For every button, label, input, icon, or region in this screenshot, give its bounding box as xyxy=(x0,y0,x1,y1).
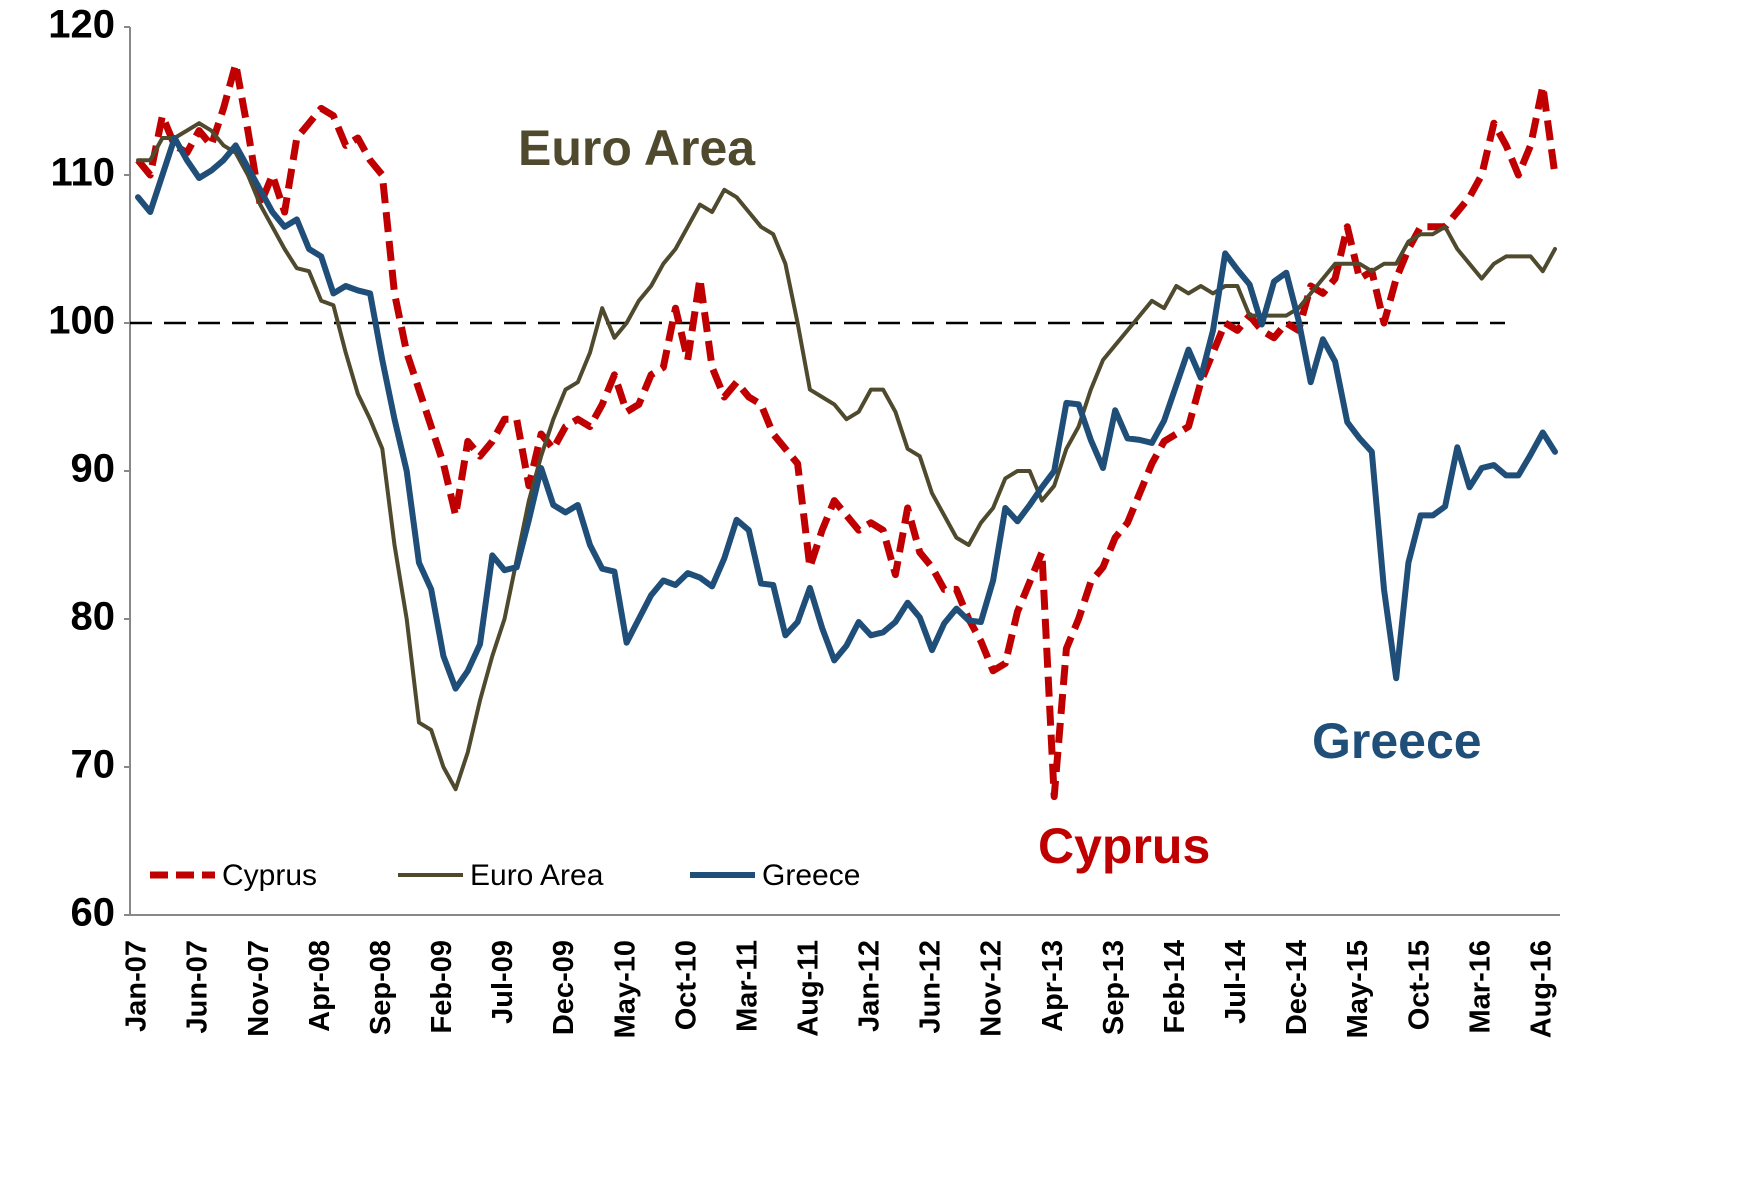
x-tick-label: Sep-13 xyxy=(1098,940,1130,1035)
x-tick-label: Jan-07 xyxy=(121,940,153,1032)
x-tick-label: Apr-13 xyxy=(1037,940,1069,1032)
x-tick-label: Dec-14 xyxy=(1281,940,1313,1035)
annotation: Euro Area xyxy=(518,120,756,176)
x-tick-label: Feb-09 xyxy=(426,940,458,1033)
y-tick-label: 90 xyxy=(71,447,116,491)
x-tick-label: Oct-10 xyxy=(670,940,702,1030)
y-tick-label: 120 xyxy=(48,3,115,47)
x-tick-label: Jul-09 xyxy=(487,940,519,1024)
y-tick-label: 60 xyxy=(71,891,116,935)
annotation: Cyprus xyxy=(1038,818,1210,874)
x-tick-label: Aug-16 xyxy=(1525,940,1557,1038)
y-tick-label: 80 xyxy=(71,595,116,639)
legend-label: Euro Area xyxy=(470,859,604,892)
y-tick-label: 100 xyxy=(48,299,115,343)
x-tick-label: May-15 xyxy=(1342,940,1374,1038)
x-tick-label: Apr-08 xyxy=(304,940,336,1032)
x-tick-label: Aug-11 xyxy=(793,940,825,1037)
x-tick-label: Jun-07 xyxy=(182,940,214,1033)
x-tick-label: Feb-14 xyxy=(1159,940,1191,1033)
y-tick-label: 110 xyxy=(50,151,115,195)
x-tick-label: Mar-16 xyxy=(1464,940,1496,1034)
x-tick-label: May-10 xyxy=(609,940,641,1038)
series-line xyxy=(135,135,1558,692)
x-tick-label: Jan-12 xyxy=(854,940,886,1032)
x-tick-label: Mar-11 xyxy=(731,940,763,1032)
series-line xyxy=(136,121,1557,792)
series-line xyxy=(135,60,1559,801)
legend-label: Cyprus xyxy=(222,859,317,892)
annotation: Greece xyxy=(1312,713,1482,769)
legend-label: Greece xyxy=(762,859,860,892)
y-tick-label: 70 xyxy=(71,743,116,787)
x-tick-label: Nov-12 xyxy=(976,940,1008,1037)
x-tick-label: Dec-09 xyxy=(548,940,580,1035)
x-tick-label: Sep-08 xyxy=(365,940,397,1035)
x-tick-label: Oct-15 xyxy=(1403,940,1435,1030)
x-tick-label: Jul-14 xyxy=(1220,940,1252,1024)
x-tick-label: Nov-07 xyxy=(243,940,275,1037)
x-tick-label: Jun-12 xyxy=(915,940,947,1033)
